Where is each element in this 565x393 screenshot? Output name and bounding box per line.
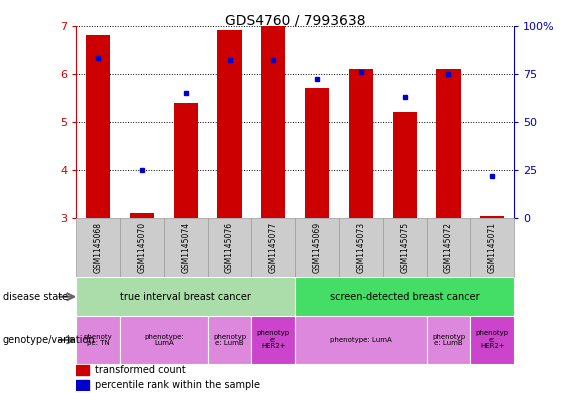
Bar — [427, 218, 470, 277]
Text: phenotyp
e:
HER2+: phenotyp e: HER2+ — [476, 331, 509, 349]
Bar — [164, 218, 208, 277]
Text: phenotyp
e: LumB: phenotyp e: LumB — [432, 334, 465, 346]
Bar — [349, 69, 373, 218]
Text: phenotyp
e:
HER2+: phenotyp e: HER2+ — [257, 331, 290, 349]
Bar — [383, 218, 427, 277]
Bar — [208, 218, 251, 277]
Text: GSM1145076: GSM1145076 — [225, 222, 234, 273]
Bar — [295, 277, 514, 316]
Bar — [130, 213, 154, 218]
Text: phenotype: LumA: phenotype: LumA — [330, 337, 392, 343]
Text: disease state: disease state — [3, 292, 68, 302]
Text: percentile rank within the sample: percentile rank within the sample — [95, 380, 260, 390]
Bar — [76, 365, 89, 375]
Bar — [173, 103, 198, 218]
Text: genotype/variation: genotype/variation — [3, 335, 95, 345]
Bar — [436, 69, 460, 218]
Bar — [86, 35, 110, 218]
Text: GSM1145074: GSM1145074 — [181, 222, 190, 273]
Bar — [76, 277, 295, 316]
Text: true interval breast cancer: true interval breast cancer — [120, 292, 251, 302]
Bar — [120, 316, 208, 364]
Text: GSM1145075: GSM1145075 — [400, 222, 409, 273]
Text: transformed count: transformed count — [95, 365, 185, 375]
Text: GSM1145071: GSM1145071 — [488, 222, 497, 273]
Text: GSM1145069: GSM1145069 — [312, 222, 321, 273]
Text: phenotyp
e: LumB: phenotyp e: LumB — [213, 334, 246, 346]
Bar — [218, 30, 242, 218]
Bar — [76, 218, 120, 277]
Text: GSM1145077: GSM1145077 — [269, 222, 278, 273]
Bar — [295, 316, 427, 364]
Bar — [251, 218, 295, 277]
Bar — [393, 112, 417, 218]
Text: GSM1145070: GSM1145070 — [137, 222, 146, 273]
Bar — [295, 218, 339, 277]
Text: GDS4760 / 7993638: GDS4760 / 7993638 — [225, 14, 366, 28]
Bar — [76, 316, 120, 364]
Text: GSM1145073: GSM1145073 — [357, 222, 366, 273]
Text: GSM1145068: GSM1145068 — [94, 222, 103, 273]
Bar — [76, 380, 89, 390]
Bar — [120, 218, 164, 277]
Bar — [208, 316, 251, 364]
Text: GSM1145072: GSM1145072 — [444, 222, 453, 273]
Text: phenotype:
LumA: phenotype: LumA — [144, 334, 184, 346]
Bar — [261, 26, 285, 218]
Bar — [470, 218, 514, 277]
Bar — [470, 316, 514, 364]
Bar — [305, 88, 329, 218]
Text: screen-detected breast cancer: screen-detected breast cancer — [330, 292, 480, 302]
Text: phenoty
pe: TN: phenoty pe: TN — [84, 334, 112, 346]
Bar — [339, 218, 383, 277]
Bar — [427, 316, 470, 364]
Bar — [251, 316, 295, 364]
Bar — [480, 216, 505, 218]
